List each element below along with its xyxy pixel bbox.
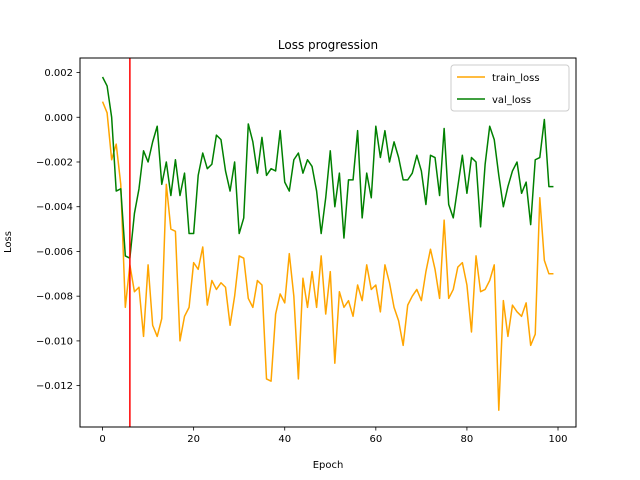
y-tick-label: −0.010 [36, 336, 73, 347]
y-tick-label: −0.012 [36, 381, 73, 392]
y-tick-label: −0.008 [36, 292, 73, 303]
x-tick-label: 20 [187, 434, 200, 445]
y-tick-label: −0.004 [36, 202, 73, 213]
x-tick-label: 40 [278, 434, 291, 445]
y-tick-label: −0.002 [36, 157, 73, 168]
series-line-val-loss [101, 76, 554, 259]
y-axis: 0.002 0.000 −0.002 −0.004 −0.006 −0.008 −0.010… [36, 68, 80, 392]
x-tick-label: 60 [369, 434, 382, 445]
y-tick-label: 0.002 [44, 68, 73, 79]
series-line-train-loss [101, 101, 554, 411]
plot-frame [79, 57, 577, 428]
y-tick-label: 0.000 [44, 113, 73, 124]
y-tick-label: −0.006 [36, 247, 73, 258]
x-tick-label: 0 [99, 434, 105, 445]
y-axis-label: Loss [3, 231, 14, 253]
chart-title: Loss progression [278, 38, 378, 52]
x-axis-label: Epoch [313, 460, 344, 471]
legend: train_loss val_loss [450, 64, 570, 112]
legend-label-val-loss: val_loss [492, 95, 531, 106]
legend-label-train-loss: train_loss [492, 73, 540, 84]
x-axis: 0 20 40 60 80 100 [99, 427, 568, 445]
x-tick-label: 100 [548, 434, 567, 445]
plot-layer [101, 58, 554, 427]
x-tick-label: 80 [461, 434, 474, 445]
